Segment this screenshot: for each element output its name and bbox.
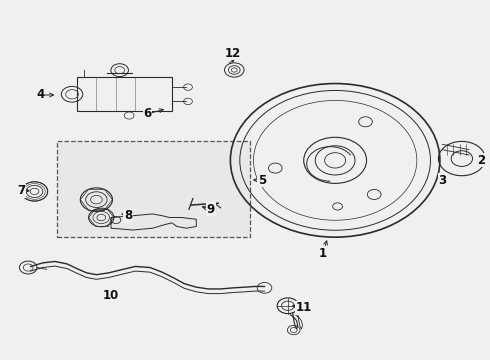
Bar [77, 77, 172, 111]
Text: 2: 2 [477, 154, 486, 167]
Text: 1: 1 [319, 247, 327, 260]
Text: 6: 6 [144, 107, 152, 120]
Text: 12: 12 [225, 47, 241, 60]
Text: 7: 7 [17, 184, 25, 197]
Bar [57, 141, 250, 237]
Text: 10: 10 [103, 288, 119, 302]
Text: 5: 5 [258, 174, 266, 186]
Text: 4: 4 [36, 89, 45, 102]
Text: 9: 9 [207, 203, 215, 216]
Text: 11: 11 [295, 301, 312, 314]
Text: 8: 8 [124, 209, 132, 222]
Text: 3: 3 [438, 174, 446, 186]
